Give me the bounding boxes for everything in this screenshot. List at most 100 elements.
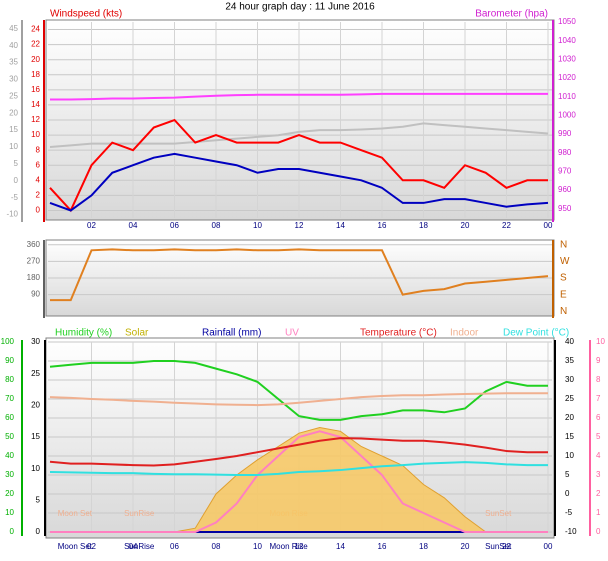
x-tick-label: 02: [87, 542, 96, 551]
y2-tick-label: N: [560, 239, 567, 250]
legend-entry: UV: [285, 328, 299, 339]
y-tick-label: 18: [31, 70, 40, 79]
y2-tick-label: -10: [565, 527, 577, 536]
y2-tick-label: 35: [565, 356, 574, 365]
y2-tick-label: 970: [558, 166, 572, 175]
y-tick-label: 14: [31, 100, 40, 109]
event-label: SunSet: [485, 509, 512, 518]
y2-tick-label: 10: [565, 451, 574, 460]
legend-entry: Temperature (°C): [360, 328, 437, 339]
y3-tick-label: 35: [9, 58, 18, 67]
y-tick-label: 20: [31, 55, 40, 64]
y2-tick-label: 0: [565, 489, 570, 498]
y2-tick-label: 950: [558, 204, 572, 213]
legend-entry: Dew Point (°C): [503, 328, 569, 339]
series-line: [50, 92, 548, 101]
event-label: SunSet: [485, 542, 512, 551]
series-line: [49, 360, 548, 421]
y2-tick-label: N: [560, 306, 567, 317]
y2-tick-label: 980: [558, 148, 572, 157]
legend-entry: Rainfall (mm): [202, 328, 261, 339]
y3-tick-label: -10: [6, 210, 18, 219]
event-label: Moon Set: [58, 542, 93, 551]
legend-entry: Humidity (%): [55, 328, 112, 339]
x-tick-label: 22: [502, 221, 511, 230]
y2-tick-label: 960: [558, 185, 572, 194]
y2-tick-label: 1020: [558, 73, 576, 82]
y3-tick-label: 0: [14, 176, 19, 185]
x-tick-label: 12: [295, 542, 304, 551]
y4-tick-label: 5: [596, 432, 601, 441]
x-tick-label: 18: [419, 542, 428, 551]
chart-title: 24 hour graph day : 11 June 2016: [225, 2, 375, 13]
event-label: SunRise: [124, 509, 155, 518]
series-line: [49, 392, 548, 407]
series-line: [50, 430, 548, 533]
y-tick-label: 30: [5, 470, 14, 479]
y3-tick-label: 20: [31, 400, 40, 409]
legend-entry: Solar: [125, 328, 149, 339]
y3-tick-label: 30: [31, 337, 40, 346]
y2-tick-label: 1000: [558, 110, 576, 119]
event-label: Moon Set: [58, 509, 93, 518]
y-tick-label: 20: [5, 489, 14, 498]
y3-tick-label: 20: [9, 108, 18, 117]
y-tick-label: 50: [5, 432, 14, 441]
y-tick-label: 8: [36, 145, 41, 154]
y2-tick-label: 15: [565, 432, 574, 441]
series-line: [49, 152, 549, 212]
x-tick-label: 12: [295, 221, 304, 230]
y3-tick-label: 5: [14, 159, 19, 168]
y2-tick-label: 1040: [558, 36, 576, 45]
x-tick-label: 00: [544, 542, 553, 551]
y3-tick-label: 40: [9, 41, 18, 50]
x-tick-label: 08: [212, 542, 221, 551]
y-tick-label: 6: [36, 160, 41, 169]
y2-tick-label: E: [560, 289, 567, 300]
x-tick-label: 20: [461, 542, 470, 551]
y3-tick-label: -5: [11, 193, 19, 202]
y2-tick-label: W: [560, 256, 570, 267]
y-tick-label: 0: [10, 527, 15, 536]
y-tick-label: 60: [5, 413, 14, 422]
x-tick-label: 04: [129, 542, 138, 551]
y4-tick-label: 8: [596, 375, 601, 384]
y2-tick-label: 30: [565, 375, 574, 384]
x-tick-label: 14: [336, 221, 345, 230]
x-tick-label: 14: [336, 542, 345, 551]
y3-tick-label: 5: [36, 495, 41, 504]
x-tick-label: 10: [253, 542, 262, 551]
series-line: [49, 122, 549, 149]
y4-tick-label: 0: [596, 527, 601, 536]
x-tick-label: 04: [129, 221, 138, 230]
x-tick-label: 22: [502, 542, 511, 551]
y3-tick-label: 15: [9, 125, 18, 134]
y-tick-label: 90: [31, 290, 40, 299]
y2-tick-label: 40: [565, 337, 574, 346]
x-tick-label: 06: [170, 542, 179, 551]
y4-tick-label: 2: [596, 489, 601, 498]
y-tick-label: 0: [36, 206, 41, 215]
y3-tick-label: 30: [9, 75, 18, 84]
y2-axis-label: Barometer (hpa): [475, 9, 548, 20]
x-tick-label: 08: [212, 221, 221, 230]
x-tick-label: 16: [378, 221, 387, 230]
x-tick-label: 02: [87, 221, 96, 230]
y2-tick-label: S: [560, 273, 567, 284]
y2-tick-label: 1010: [558, 92, 576, 101]
y-tick-label: 10: [31, 130, 40, 139]
y-tick-label: 2: [36, 190, 41, 199]
y-tick-label: 90: [5, 356, 14, 365]
series-line: [50, 248, 549, 302]
y4-tick-label: 10: [596, 337, 605, 346]
y-tick-label: 12: [31, 115, 40, 124]
y4-tick-label: 1: [596, 508, 601, 517]
y-axis-label: Windspeed (kts): [50, 9, 122, 20]
y2-tick-label: 990: [558, 129, 572, 138]
y-tick-label: 16: [31, 85, 40, 94]
y-tick-label: 270: [27, 256, 41, 265]
legend-entry: Indoor: [450, 328, 479, 339]
y2-tick-label: 25: [565, 394, 574, 403]
y4-tick-label: 9: [596, 356, 601, 365]
